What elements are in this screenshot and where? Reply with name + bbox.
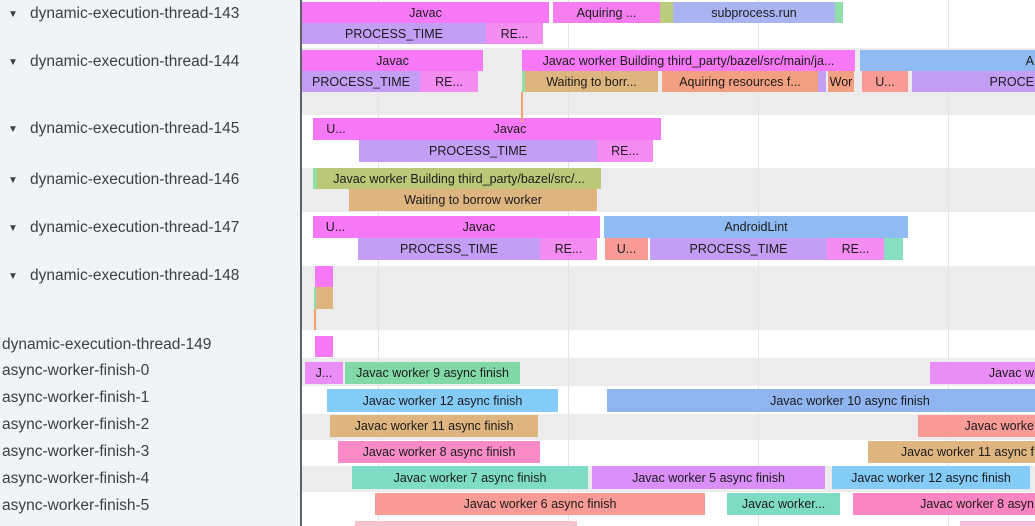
collapse-arrow-icon[interactable]: ▼ (8, 123, 18, 135)
timeline-slice[interactable]: Javac worker Building third_party/bazel/… (317, 168, 601, 189)
track-label-dynamic-execution-thread-146[interactable]: ▼ dynamic-execution-thread-146 (0, 171, 300, 189)
gridline (758, 0, 759, 526)
track-name-text: dynamic-execution-thread-146 (30, 171, 240, 188)
track-label-dynamic-execution-thread-148[interactable]: ▼ dynamic-execution-thread-148 (0, 267, 300, 285)
collapse-arrow-icon[interactable]: ▼ (8, 222, 18, 234)
timeline-slice[interactable]: Javac worker... (727, 493, 840, 515)
instant-marker (521, 92, 523, 122)
track-name-sidebar: ▼ dynamic-execution-thread-143 ▼ dynamic-ex… (0, 0, 300, 526)
timeline-slice[interactable] (884, 238, 903, 260)
track-label-async-worker-finish-5[interactable]: async-worker-finish-5 (0, 497, 300, 515)
track-name-text: dynamic-execution-thread-144 (30, 53, 240, 70)
track-name-text: async-worker-finish-3 (2, 443, 150, 460)
timeline-slice[interactable] (660, 2, 673, 23)
timeline-slice[interactable] (313, 168, 317, 189)
timeline-slice[interactable]: U... (313, 216, 358, 238)
timeline-slice[interactable]: Javac worker 6 async finish (375, 493, 705, 515)
timeline-slice[interactable] (355, 521, 577, 526)
track-label-dynamic-execution-thread-144[interactable]: ▼ dynamic-execution-thread-144 (0, 53, 300, 71)
timeline-slice[interactable]: PROCE (912, 71, 1035, 92)
timeline-slice[interactable]: Javac (359, 118, 661, 140)
timeline-slice[interactable]: U... (605, 238, 648, 260)
track-label-dynamic-execution-thread-143[interactable]: ▼ dynamic-execution-thread-143 (0, 5, 300, 23)
timeline-slice[interactable]: Aquiring resources f... (662, 71, 818, 92)
timeline-slice[interactable]: Javac w (930, 362, 1035, 384)
timeline-slice[interactable]: PROCESS_TIME (359, 140, 597, 162)
track-label-async-worker-finish-1[interactable]: async-worker-finish-1 (0, 389, 300, 407)
track-label-dynamic-execution-thread-145[interactable]: ▼ dynamic-execution-thread-145 (0, 120, 300, 138)
timeline-slice[interactable]: Waiting to borr... (525, 71, 658, 92)
timeline-slice[interactable]: Javac worker 7 async finish (352, 466, 588, 489)
timeline-slice[interactable]: RE... (540, 238, 597, 260)
timeline-slice[interactable] (315, 336, 333, 357)
track-name-text: dynamic-execution-thread-143 (30, 5, 240, 22)
timeline-slice[interactable]: subprocess.run (673, 2, 835, 23)
timeline-slice[interactable]: Javac (302, 50, 483, 71)
timeline-slice[interactable]: A (860, 50, 1035, 71)
collapse-arrow-icon[interactable]: ▼ (8, 56, 18, 68)
timeline-slice[interactable]: Javac worker 10 async finish (607, 389, 1035, 412)
collapse-arrow-icon[interactable]: ▼ (8, 8, 18, 20)
timeline-slice[interactable]: Javac worker 8 asyn (853, 493, 1035, 515)
track-name-text: async-worker-finish-2 (2, 416, 150, 433)
timeline-slice[interactable]: PROCESS_TIME (650, 238, 827, 260)
gridline (948, 0, 949, 526)
track-label-async-worker-finish-3[interactable]: async-worker-finish-3 (0, 443, 300, 461)
timeline-slice[interactable]: RE... (486, 23, 543, 44)
timeline-slice[interactable] (315, 266, 333, 287)
timeline-slice[interactable]: PROCESS_TIME (302, 71, 420, 92)
timeline-slice[interactable] (316, 287, 333, 309)
timeline-slice[interactable]: Javac worker 12 async finish (832, 466, 1030, 489)
track-name-text: async-worker-finish-5 (2, 497, 150, 514)
timeline-slice[interactable] (818, 71, 826, 92)
timeline-slice[interactable]: U... (862, 71, 908, 92)
timeline-slice[interactable] (835, 2, 843, 23)
track-label-dynamic-execution-thread-149[interactable]: dynamic-execution-thread-149 (0, 336, 300, 354)
timeline-slice[interactable]: U... (313, 118, 359, 140)
track-name-text: dynamic-execution-thread-149 (2, 336, 212, 353)
timeline-slice[interactable]: Javac (302, 2, 549, 23)
timeline-slice[interactable]: Waiting to borrow worker (349, 189, 597, 211)
timeline-slice[interactable] (960, 521, 1035, 526)
timeline-slice[interactable]: Javac worker 5 async finish (592, 466, 825, 489)
timeline-slice[interactable]: AndroidLint (604, 216, 908, 238)
timeline-slice[interactable]: PROCESS_TIME (358, 238, 540, 260)
track-label-async-worker-finish-0[interactable]: async-worker-finish-0 (0, 362, 300, 380)
track-label-dynamic-execution-thread-147[interactable]: ▼ dynamic-execution-thread-147 (0, 219, 300, 237)
timeline-slice[interactable]: J... (305, 362, 343, 384)
collapse-arrow-icon[interactable]: ▼ (8, 174, 18, 186)
timeline-pane[interactable]: Javac Aquiring ... subprocess.run PROCESS_T… (302, 0, 1035, 526)
timeline-slice[interactable]: Javac worker 9 async finish (345, 362, 520, 384)
track-label-async-worker-finish-2[interactable]: async-worker-finish-2 (0, 416, 300, 434)
timeline-slice[interactable] (522, 71, 525, 92)
gridline (378, 0, 379, 526)
timeline-slice[interactable]: Javac worker 8 async finish (338, 441, 540, 463)
track-name-text: async-worker-finish-1 (2, 389, 150, 406)
collapse-arrow-icon[interactable]: ▼ (8, 270, 18, 282)
timeline-slice[interactable]: Javac (358, 216, 600, 238)
track-name-text: dynamic-execution-thread-148 (30, 267, 240, 284)
row-background (302, 266, 1035, 330)
timeline-slice[interactable]: Javac worker Building third_party/bazel/… (522, 50, 855, 71)
timeline-slice[interactable]: Wor (828, 71, 854, 92)
instant-marker (314, 309, 316, 330)
track-label-async-worker-finish-4[interactable]: async-worker-finish-4 (0, 470, 300, 488)
timeline-slice[interactable]: RE... (597, 140, 653, 162)
gridline (568, 0, 569, 526)
timeline-slice[interactable] (314, 287, 316, 309)
track-name-text: dynamic-execution-thread-145 (30, 120, 240, 137)
timeline-slice[interactable]: RE... (420, 71, 478, 92)
timeline-slice[interactable]: Javac worke (918, 415, 1035, 437)
timeline-slice[interactable]: Javac worker 11 async finish (330, 415, 538, 437)
timeline-slice[interactable]: RE... (827, 238, 884, 260)
timeline-slice[interactable]: Javac worker 11 async f (868, 441, 1035, 463)
track-name-text: async-worker-finish-0 (2, 362, 150, 379)
timeline-slice[interactable]: Javac worker 12 async finish (327, 389, 558, 412)
pane-divider[interactable] (300, 0, 302, 526)
timeline-slice[interactable]: PROCESS_TIME (302, 23, 486, 44)
track-name-text: async-worker-finish-4 (2, 470, 150, 487)
track-name-text: dynamic-execution-thread-147 (30, 219, 240, 236)
timeline-slice[interactable]: Aquiring ... (553, 2, 660, 23)
